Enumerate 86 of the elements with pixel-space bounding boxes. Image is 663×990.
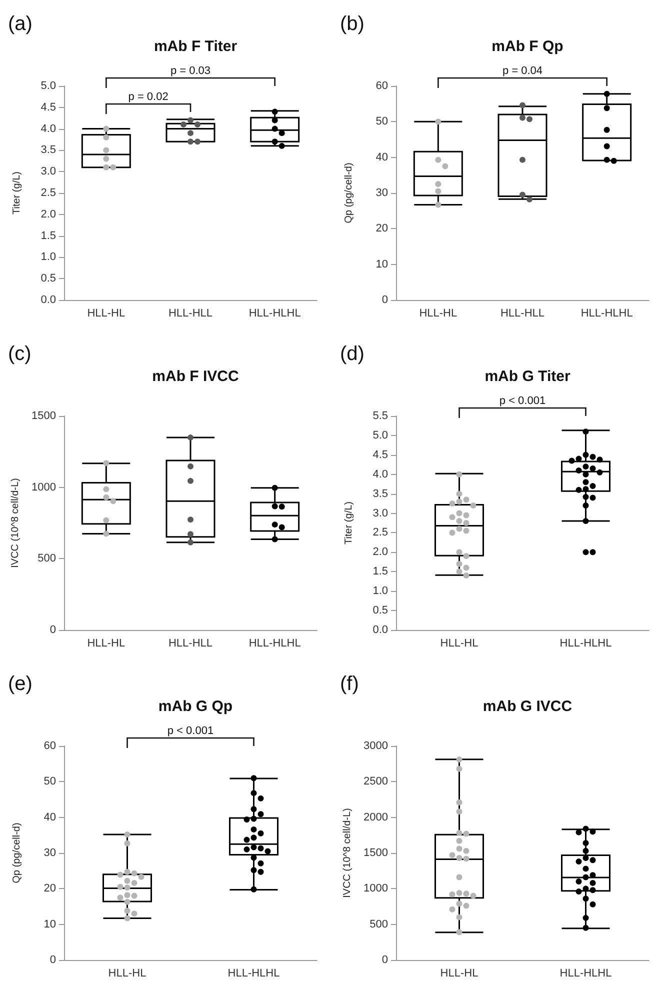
y-tick-label: 0: [50, 624, 56, 636]
x-tick-label: HLL-HLHL: [248, 638, 301, 650]
y-tick-label: 10: [44, 918, 56, 930]
y-tick-label: 1000: [364, 882, 388, 895]
x-tick-label: HLL-HLHL: [580, 308, 633, 320]
text: p = 0.03: [170, 65, 211, 77]
text: p = 0.04: [502, 65, 543, 77]
y-tick-label: 5.0: [40, 80, 56, 92]
text: (b): [340, 13, 364, 35]
y-tick-label: 500: [370, 918, 388, 930]
x-tick-label: HLL-HLL: [168, 638, 213, 650]
y-tick-label: 1.0: [372, 585, 388, 598]
y-tick-label: 2.0: [372, 546, 388, 558]
y-axis-title: Titer (g/L): [344, 502, 354, 544]
y-tick-label: 0: [382, 294, 388, 306]
x-tick-label: HLL-HLL: [168, 308, 213, 320]
y-tick-label: 1500: [364, 847, 388, 859]
y-tick-label: 2500: [364, 776, 388, 788]
y-tick-label: 4.5: [372, 448, 388, 461]
text: (a): [8, 13, 32, 35]
x-tick-label: HLL-HL: [87, 308, 126, 320]
y-tick-label: 0.0: [40, 294, 56, 306]
y-tick-label: 60: [376, 80, 388, 92]
y-tick-label: 4.0: [40, 122, 56, 135]
x-tick-label: HLL-HL: [87, 638, 126, 650]
y-tick-label: 4.0: [372, 468, 388, 480]
x-tick-label: HLL-HLHL: [228, 968, 280, 980]
y-tick-label: 0: [382, 954, 388, 966]
y-tick-label: 2.5: [372, 526, 388, 539]
y-tick-label: 20: [44, 882, 56, 895]
y-tick-label: 20: [376, 222, 388, 235]
text: (f): [340, 673, 359, 695]
x-tick-label: HLL-HLHL: [560, 968, 612, 980]
y-axis-title: Qp (pg/cell-d): [12, 822, 22, 884]
chart-title: mAb F Titer: [154, 38, 238, 55]
y-axis-title: IVCC (10^8 cell/d-L): [10, 478, 22, 568]
text: (e): [8, 673, 32, 695]
y-axis-title: Titer (g/L): [12, 172, 22, 214]
y-tick-label: 50: [376, 116, 388, 128]
y-tick-label: 5.5: [372, 410, 388, 422]
chart-title: mAb F IVCC: [152, 368, 239, 385]
y-tick-label: 30: [44, 847, 56, 859]
y-tick-label: 50: [44, 776, 56, 788]
x-tick-label: HLL-HLHL: [560, 638, 612, 650]
text: p < 0.001: [499, 395, 546, 407]
y-tick-label: 3.0: [372, 507, 388, 520]
chart-title: mAb G Titer: [484, 368, 570, 385]
y-tick-label: 3.5: [40, 144, 56, 156]
y-tick-label: 500: [38, 552, 56, 565]
annotation: p = 0.02: [128, 91, 168, 103]
x-tick-label: HLL-HL: [440, 968, 478, 980]
y-axis-title: IVCC (10^8 cell/d-L): [342, 808, 354, 898]
x-tick-label: HLL-HLL: [500, 308, 545, 320]
x-tick-label: HLL-HL: [419, 308, 458, 320]
y-tick-label: 0.5: [372, 604, 388, 617]
y-tick-label: 3000: [364, 740, 388, 752]
y-tick-label: 0: [50, 954, 56, 966]
chart-title: mAb G Qp: [158, 698, 233, 715]
y-tick-label: 40: [376, 151, 388, 164]
y-tick-label: 1500: [32, 410, 56, 422]
y-tick-label: 5.0: [372, 429, 388, 442]
y-tick-label: 3.5: [372, 488, 388, 500]
y-tick-label: 1.0: [40, 251, 56, 264]
y-tick-label: 40: [44, 811, 56, 824]
chart-title: mAb G IVCC: [482, 698, 572, 715]
y-tick-label: 60: [44, 740, 56, 752]
x-tick-label: HLL-HL: [440, 638, 478, 650]
x-tick-label: HLL-HL: [108, 968, 146, 980]
y-tick-label: 10: [376, 258, 388, 270]
y-tick-label: 1.5: [40, 230, 56, 242]
y-tick-label: 30: [376, 187, 388, 199]
y-tick-label: 3.0: [40, 166, 56, 178]
y-tick-label: 0.5: [40, 272, 56, 285]
y-tick-label: 1000: [32, 481, 56, 494]
y-tick-label: 2.5: [40, 187, 56, 199]
y-tick-label: 2000: [364, 811, 388, 824]
x-tick-label: HLL-HLHL: [248, 308, 301, 320]
y-tick-label: 1.5: [372, 566, 388, 578]
text: p < 0.001: [167, 725, 214, 737]
y-axis-title: Qp (pg/cell-d): [344, 162, 354, 224]
y-tick-label: 4.5: [40, 101, 56, 114]
y-tick-label: 0.0: [372, 624, 388, 636]
text: (c): [8, 343, 32, 365]
chart-title: mAb F Qp: [492, 38, 564, 55]
y-tick-label: 2.0: [40, 208, 56, 220]
text: (d): [340, 343, 364, 365]
